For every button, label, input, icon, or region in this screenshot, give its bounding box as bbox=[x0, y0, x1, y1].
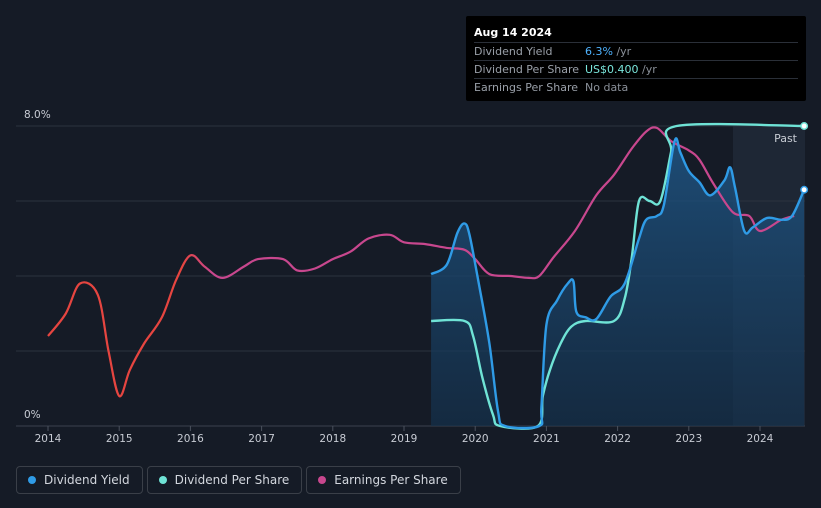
tooltip-unit: /yr bbox=[638, 63, 657, 76]
y-tick-label-bottom: 0% bbox=[24, 409, 41, 421]
x-tick-label: 2024 bbox=[747, 433, 774, 445]
legend-item-dividend-yield[interactable]: Dividend Yield bbox=[16, 466, 143, 494]
x-tick-label: 2020 bbox=[462, 433, 489, 445]
legend: Dividend Yield Dividend Per Share Earnin… bbox=[16, 466, 461, 494]
tooltip: Aug 14 2024 Dividend Yield 6.3% /yr Divi… bbox=[466, 16, 806, 101]
y-tick-label-top: 8.0% bbox=[24, 109, 51, 121]
tooltip-row-dividend-per-share: Dividend Per Share US$0.400 /yr bbox=[474, 60, 798, 78]
dividend-yield-area bbox=[431, 138, 805, 429]
dividend-yield-end-marker bbox=[800, 185, 809, 194]
tooltip-label: Dividend Per Share bbox=[474, 63, 580, 76]
earnings-per-share-line bbox=[47, 126, 795, 398]
tooltip-date: Aug 14 2024 bbox=[474, 26, 552, 39]
x-tick-label: 2018 bbox=[319, 433, 346, 445]
legend-label: Dividend Yield bbox=[44, 473, 130, 487]
x-tick-label: 2015 bbox=[106, 433, 133, 445]
tooltip-unit: /yr bbox=[612, 45, 632, 58]
legend-label: Dividend Per Share bbox=[174, 473, 290, 487]
tooltip-label: Dividend Yield bbox=[474, 45, 553, 58]
tooltip-value: No data bbox=[585, 81, 629, 94]
x-tick-label: 2023 bbox=[675, 433, 702, 445]
x-tick-label: 2021 bbox=[533, 433, 560, 445]
x-axis-ticks: 2014 2015 2016 2017 2018 2019 2020 2021 2022 2023… bbox=[35, 426, 774, 445]
legend-item-dividend-per-share[interactable]: Dividend Per Share bbox=[146, 466, 303, 494]
legend-label: Earnings Per Share bbox=[334, 473, 448, 487]
dividend-per-share-line bbox=[431, 122, 805, 430]
tooltip-value: US$0.400 bbox=[585, 63, 639, 76]
tooltip-row-dividend-yield: Dividend Yield 6.3% /yr bbox=[474, 42, 798, 60]
dividend-yield-line bbox=[430, 137, 806, 430]
legend-item-earnings-per-share[interactable]: Earnings Per Share bbox=[306, 466, 461, 494]
dividend-per-share-end-marker bbox=[800, 122, 809, 130]
legend-dot-icon bbox=[158, 476, 167, 484]
legend-dot-icon bbox=[318, 476, 327, 484]
legend-dot-icon bbox=[28, 476, 36, 484]
x-tick-label: 2019 bbox=[391, 433, 418, 445]
x-tick-label: 2016 bbox=[177, 433, 204, 445]
past-label: Past bbox=[774, 132, 798, 145]
x-tick-label: 2017 bbox=[248, 433, 275, 445]
x-tick-label: 2022 bbox=[604, 433, 631, 445]
tooltip-label: Earnings Per Share bbox=[474, 81, 579, 94]
tooltip-value: 6.3% bbox=[585, 45, 613, 58]
tooltip-row-earnings-per-share: Earnings Per Share No data bbox=[474, 78, 798, 96]
x-tick-label: 2014 bbox=[35, 433, 62, 445]
